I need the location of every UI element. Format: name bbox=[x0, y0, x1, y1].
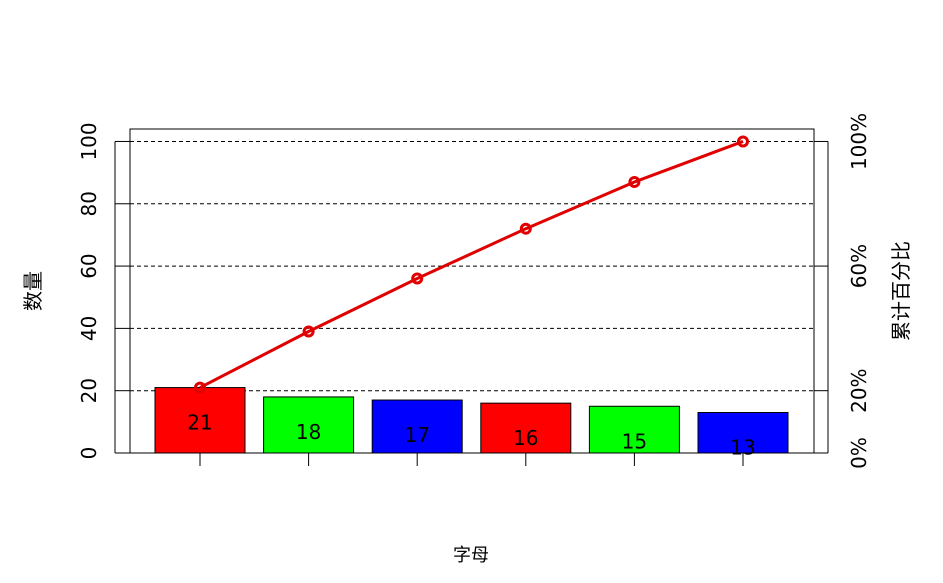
cumulative-point-0 bbox=[194, 381, 206, 394]
cumulative-point-5 bbox=[737, 135, 749, 148]
y2-tick-label-3: 100% bbox=[847, 113, 871, 170]
y2-tick-label-2: 60% bbox=[847, 244, 871, 288]
cumulative-point-4 bbox=[628, 175, 641, 188]
x-axis-title: 字母 bbox=[453, 545, 489, 566]
bar-5 bbox=[697, 412, 789, 454]
bar-4 bbox=[588, 405, 680, 454]
y2-tick-label-0: 0% bbox=[847, 437, 871, 469]
bar-3 bbox=[480, 402, 572, 454]
bar-label-4: 15 bbox=[622, 429, 647, 453]
bar-2 bbox=[371, 399, 463, 454]
cumulative-point-3 bbox=[519, 222, 532, 235]
y2-tick-label-1: 20% bbox=[847, 368, 871, 412]
cumulative-point-2 bbox=[411, 272, 424, 285]
cumulative-line bbox=[194, 135, 749, 394]
y-tick-label-2: 40 bbox=[77, 316, 101, 341]
cumulative-point-1 bbox=[302, 325, 315, 338]
plot-frame bbox=[129, 128, 815, 454]
y-tick-label-1: 20 bbox=[77, 378, 101, 403]
bar-0 bbox=[154, 387, 246, 454]
bar-label-2: 17 bbox=[404, 423, 429, 447]
y-axis-left: 0 20 40 60 80 100 bbox=[77, 122, 130, 459]
bars bbox=[154, 387, 789, 454]
y-axis-right: 0% 20% 60% 100% bbox=[814, 113, 871, 469]
y2-axis-title: 累计百分比 bbox=[889, 241, 913, 341]
y-tick-label-4: 80 bbox=[77, 191, 101, 216]
y-axis-title: 数量 bbox=[21, 271, 45, 311]
y-tick-label-5: 100 bbox=[77, 122, 101, 160]
cumulative-line-path bbox=[199, 140, 744, 389]
bar-label-0: 21 bbox=[187, 411, 212, 435]
y-tick-label-0: 0 bbox=[77, 447, 101, 460]
grid-lines bbox=[130, 140, 814, 392]
bar-label-1: 18 bbox=[296, 420, 321, 444]
bar-1 bbox=[263, 396, 355, 454]
bar-label-3: 16 bbox=[513, 426, 538, 450]
x-axis bbox=[199, 453, 744, 466]
y-tick-label-3: 60 bbox=[77, 253, 101, 278]
bar-labels: 21 18 17 16 15 13 bbox=[187, 411, 755, 460]
